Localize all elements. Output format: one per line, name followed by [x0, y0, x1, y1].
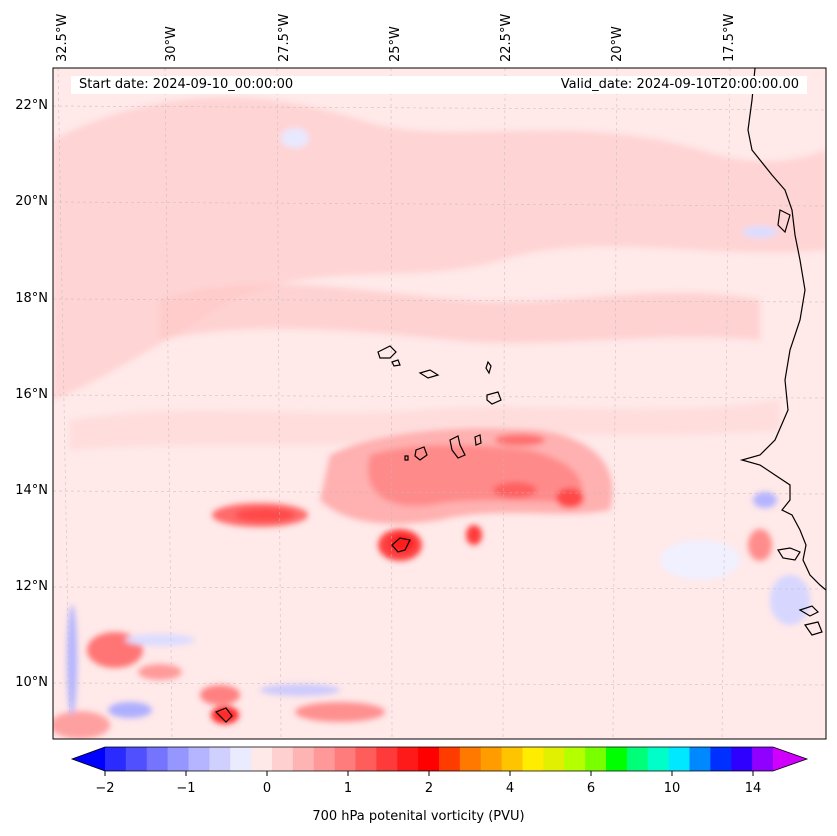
colorbar-swatch [480, 747, 503, 771]
colorbar-swatch [522, 747, 544, 771]
colorbar-swatch [626, 747, 649, 771]
lat-label-20n: 20°N [15, 194, 48, 209]
lon-label-32-5w: 32.5°W [55, 13, 70, 62]
colorbar-swatch [459, 747, 482, 771]
colorbar-swatch [167, 747, 189, 771]
lon-label-22-5w: 22.5°W [499, 13, 514, 62]
colorbar-swatch [355, 747, 377, 771]
lat-label-22n: 22°N [15, 98, 48, 113]
colorbar-swatch [313, 747, 336, 771]
colorbar-swatch [585, 747, 607, 771]
colorbar-swatch [752, 747, 774, 771]
cbar-tick-1: 1 [343, 781, 353, 796]
colorbar-swatch [251, 747, 273, 771]
colorbar-swatch [543, 747, 565, 771]
lat-label-18n: 18°N [15, 291, 48, 306]
lon-label-25w: 25°W [388, 26, 403, 62]
lat-label-14n: 14°N [15, 483, 48, 498]
pv-field [53, 68, 826, 739]
colorbar-label: 700 hPa potenital vorticity (PVU) [312, 809, 525, 824]
colorbar-extend-min [72, 747, 105, 771]
date-banner: Start date: 2024-09-10_00:00:00 Valid_da… [71, 76, 807, 94]
cbar-tick-2: 2 [424, 781, 434, 796]
lon-label-17-5w: 17.5°W [722, 13, 737, 62]
cbar-tick-m2: −2 [95, 781, 115, 796]
colorbar-swatch [689, 747, 711, 771]
lon-label-30w: 30°W [164, 26, 179, 62]
colorbar-extend-max [773, 747, 807, 771]
colorbar-swatch [209, 747, 231, 771]
cbar-tick-m1: −1 [176, 781, 196, 796]
colorbar-swatch [376, 747, 398, 771]
colorbar-swatch [146, 747, 169, 771]
colorbar-swatch [668, 747, 690, 771]
lat-label-12n: 12°N [15, 579, 48, 594]
colorbar-swatch [292, 747, 315, 771]
colorbar-swatch [230, 747, 252, 771]
colorbar-swatch [125, 747, 148, 771]
cbar-tick-10: 10 [663, 781, 681, 796]
cbar-tick-0: 0 [262, 781, 272, 796]
start-date-label: Start date: 2024-09-10_00:00:00 [79, 77, 294, 92]
colorbar-swatch [606, 747, 628, 771]
colorbar-swatch [188, 747, 210, 771]
colorbar-swatch [731, 747, 753, 771]
cbar-tick-14: 14 [744, 781, 762, 796]
colorbar-swatch [439, 747, 461, 771]
lat-label-16n: 16°N [15, 387, 48, 402]
colorbar-swatch [564, 747, 586, 771]
cbar-tick-4: 4 [505, 781, 515, 796]
colorbar-swatch [710, 747, 732, 771]
cbar-tick-6: 6 [586, 781, 596, 796]
colorbar-swatch [647, 747, 670, 771]
colorbar-swatch [334, 747, 356, 771]
colorbar [70, 746, 809, 772]
colorbar-swatch [397, 747, 419, 771]
lon-label-27-5w: 27.5°W [277, 13, 292, 62]
colorbar-swatch [105, 747, 127, 771]
lat-label-10n: 10°N [15, 675, 48, 690]
colorbar-swatch [501, 747, 523, 771]
colorbar-ticks [104, 771, 754, 776]
colorbar-swatch [272, 747, 294, 771]
lon-label-20w: 20°W [610, 26, 625, 62]
valid-date-label: Valid_date: 2024-09-10T20:00:00.00 [560, 77, 799, 92]
colorbar-swatch [418, 747, 440, 771]
